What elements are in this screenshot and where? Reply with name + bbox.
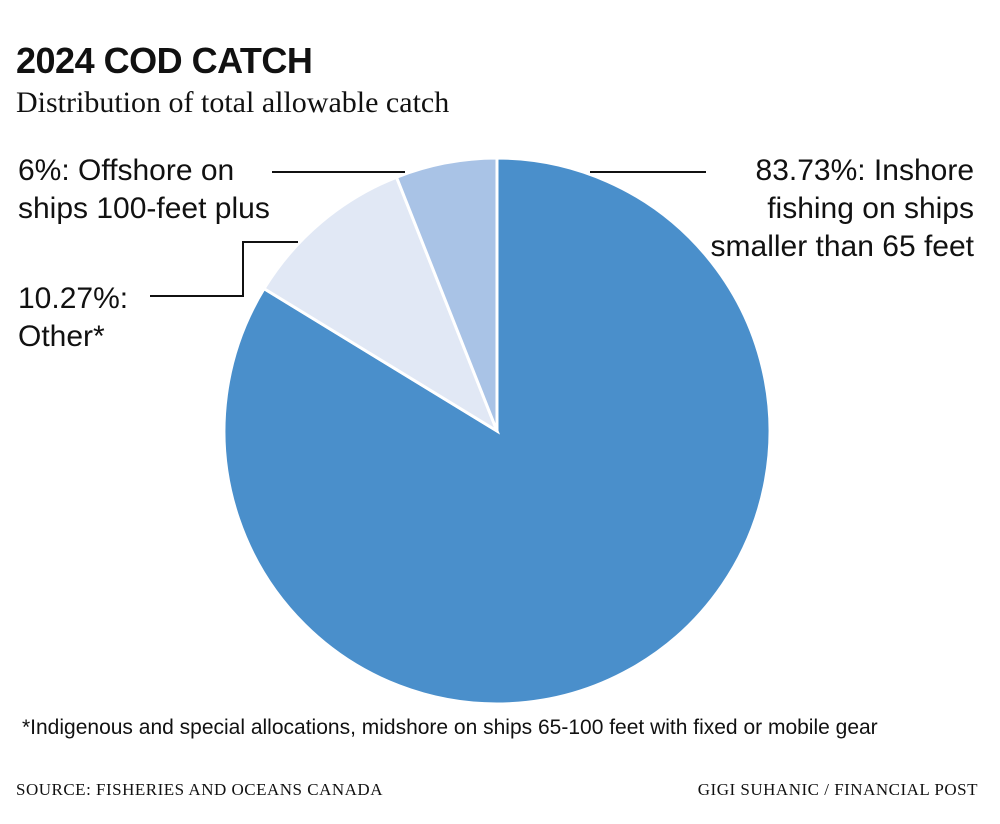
label-offshore: 6%: Offshore on ships 100-feet plus	[18, 154, 270, 225]
leader-other	[150, 241, 298, 297]
source: SOURCE: FISHERIES AND OCEANS CANADA	[16, 780, 383, 799]
footnote: *Indigenous and special allocations, mid…	[22, 716, 878, 739]
chart-subtitle: Distribution of total allowable catch	[16, 86, 450, 119]
label-other: 10.27%: Other*	[18, 282, 129, 353]
credit: GIGI SUHANIC / FINANCIAL POST	[697, 780, 978, 799]
slice-offshore	[394, 156, 499, 432]
chart-title: 2024 COD CATCH	[16, 40, 313, 81]
label-inshore: 83.73%: Inshore fishing on ships smaller…	[710, 154, 974, 263]
slice-other	[261, 175, 501, 435]
slice-inshore	[222, 156, 772, 706]
